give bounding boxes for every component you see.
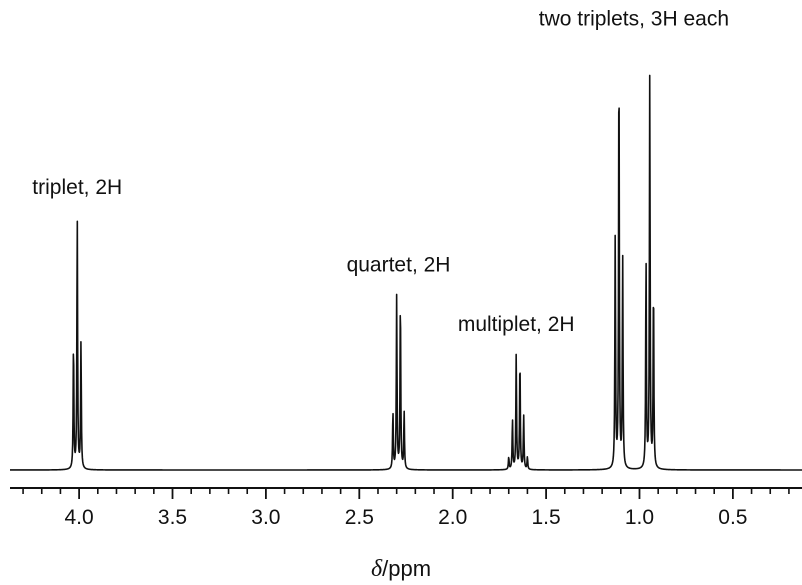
x-tick-label: 3.5 xyxy=(158,506,187,529)
peak-annotations: triplet, 2H quartet, 2H multiplet, 2H two t… xyxy=(32,8,729,337)
spectrum-line xyxy=(9,74,802,471)
peak-annotation: quartet, 2H xyxy=(347,253,451,276)
x-tick-label: 0.5 xyxy=(718,506,747,529)
x-axis-label-symbol: δ xyxy=(371,556,383,582)
x-tick-label: 4.0 xyxy=(65,506,94,529)
peak-annotation: triplet, 2H xyxy=(32,176,122,199)
x-tick-label: 2.5 xyxy=(345,506,374,529)
x-axis-tick-labels: 4.0 3.5 3.0 2.5 2.0 1.5 1.0 0.5 xyxy=(65,506,748,529)
x-tick-label: 1.5 xyxy=(531,506,560,529)
peak-annotation: two triplets, 3H each xyxy=(539,8,729,31)
peak-annotation: multiplet, 2H xyxy=(458,313,575,336)
x-tick-label: 1.0 xyxy=(625,506,654,529)
x-tick-label: 2.0 xyxy=(438,506,467,529)
x-axis-minor-ticks xyxy=(22,488,790,494)
x-axis: 4.0 3.5 3.0 2.5 2.0 1.5 1.0 0.5 xyxy=(10,487,802,529)
x-axis-label: δ/ppm xyxy=(371,556,431,582)
x-axis-major-ticks xyxy=(78,488,734,499)
x-tick-label: 3.0 xyxy=(251,506,280,529)
x-axis-label-unit: /ppm xyxy=(382,556,431,581)
plot-area xyxy=(9,74,802,471)
